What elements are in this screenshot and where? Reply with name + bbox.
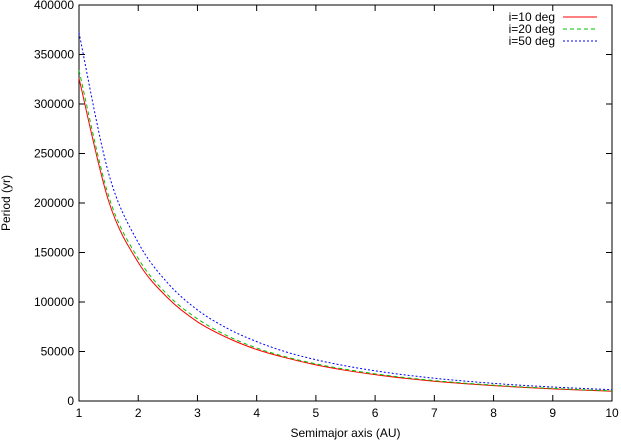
x-tick-label: 8	[490, 406, 497, 420]
y-tick-label: 250000	[34, 147, 74, 161]
y-axis-ticks: 0 50000 100000 150000 200000 250000 300000 3500…	[34, 0, 612, 408]
x-tick-label: 10	[605, 406, 619, 420]
x-axis-ticks: 1 2 3 4 5 6 7 8 9 10	[76, 5, 619, 420]
legend-label: i=50 deg	[509, 34, 555, 48]
y-tick-label: 200000	[34, 196, 74, 210]
legend-label: i=20 deg	[509, 22, 555, 36]
x-tick-label: 6	[372, 406, 379, 420]
x-tick-label: 2	[135, 406, 142, 420]
y-tick-label: 0	[67, 394, 74, 408]
y-tick-label: 150000	[34, 246, 74, 260]
x-tick-label: 3	[194, 406, 201, 420]
y-tick-label: 350000	[34, 48, 74, 62]
y-tick-label: 50000	[41, 345, 75, 359]
x-tick-label: 9	[549, 406, 556, 420]
y-axis-label: Period (yr)	[0, 175, 13, 231]
x-tick-label: 5	[313, 406, 320, 420]
series-line-2	[78, 70, 613, 392]
plot-frame	[78, 4, 613, 402]
y-tick-label: 300000	[34, 97, 74, 111]
series-lines	[78, 32, 613, 392]
y-tick-label: 400000	[34, 0, 74, 12]
x-axis-label: Semimajor axis (AU)	[290, 426, 400, 440]
y-tick-label: 100000	[34, 295, 74, 309]
x-tick-label: 7	[431, 406, 438, 420]
x-tick-label: 4	[253, 406, 260, 420]
series-line-3	[78, 32, 613, 391]
legend-label: i=10 deg	[509, 10, 555, 24]
series-line-1	[78, 78, 613, 392]
x-tick-label: 1	[76, 406, 83, 420]
